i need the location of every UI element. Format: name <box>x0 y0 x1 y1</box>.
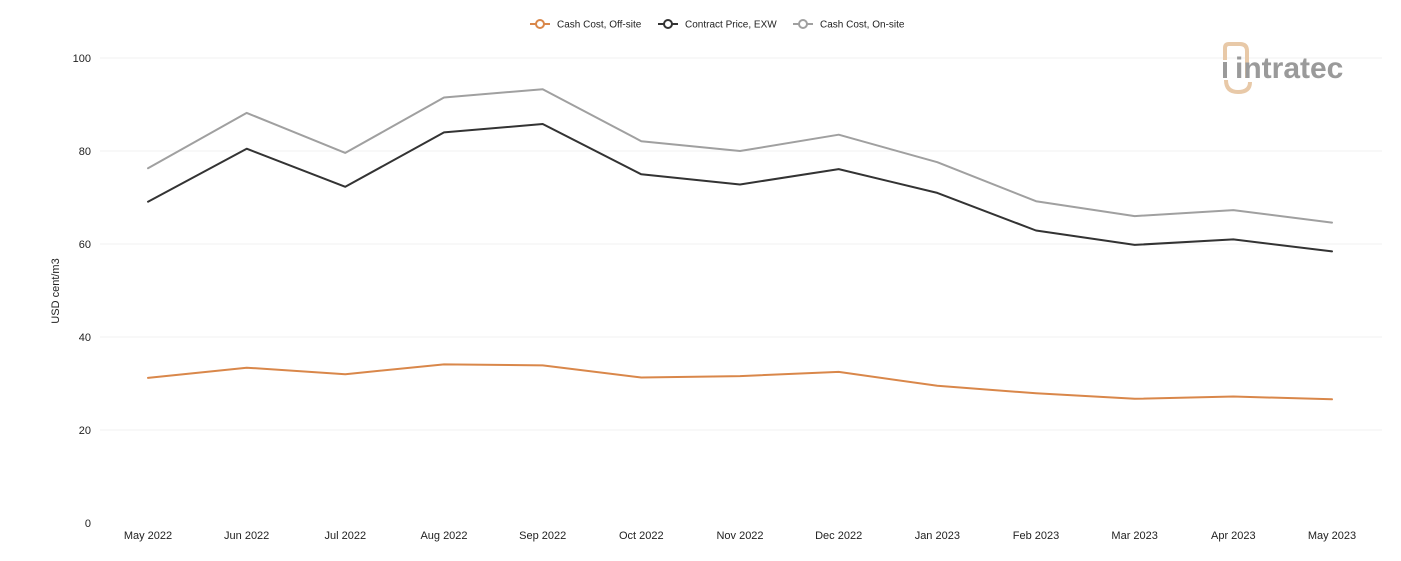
legend-marker-icon <box>535 19 545 29</box>
y-tick-label: 100 <box>73 53 91 65</box>
x-tick-label: Feb 2023 <box>1013 530 1059 542</box>
logo-mark-icon <box>1223 42 1249 78</box>
x-tick-label: Dec 2022 <box>815 530 862 542</box>
logo-arc-icon <box>1224 79 1252 95</box>
series-line <box>147 123 1333 253</box>
x-axis-ticks: May 2022 Jun 2022 Jul 2022 Aug 2022 Sep 2022… <box>124 530 1356 542</box>
series-line <box>147 88 1333 224</box>
legend-item[interactable]: Cash Cost, Off-site <box>530 19 642 31</box>
y-tick-label: 60 <box>79 239 91 251</box>
x-tick-label: Mar 2023 <box>1111 530 1157 542</box>
intratec-logo: intratec <box>1223 42 1343 95</box>
y-axis-ticks: 0 20 40 60 80 100 <box>73 53 91 530</box>
x-tick-label: May 2022 <box>124 530 172 542</box>
logo-text: intratec <box>1235 52 1343 85</box>
x-tick-label: Jan 2023 <box>915 530 960 542</box>
y-axis-title: USD cent/m3 <box>50 258 62 323</box>
legend-label: Cash Cost, On-site <box>820 20 905 31</box>
legend: Cash Cost, Off-site Contract Price, EXW Ca… <box>530 19 905 31</box>
series-lines <box>147 88 1333 401</box>
x-tick-label: Nov 2022 <box>716 530 763 542</box>
x-tick-label: Aug 2022 <box>420 530 467 542</box>
legend-label: Cash Cost, Off-site <box>557 20 642 31</box>
legend-marker-icon <box>663 19 673 29</box>
y-tick-label: 0 <box>85 518 91 530</box>
legend-item[interactable]: Contract Price, EXW <box>658 19 777 31</box>
x-tick-label: Apr 2023 <box>1211 530 1256 542</box>
y-tick-label: 80 <box>79 146 91 158</box>
legend-label: Contract Price, EXW <box>685 20 777 31</box>
legend-item[interactable]: Cash Cost, On-site <box>793 19 905 31</box>
grid-lines <box>100 57 1382 431</box>
x-tick-label: Oct 2022 <box>619 530 664 542</box>
legend-marker-icon <box>798 19 808 29</box>
x-tick-label: Jul 2022 <box>325 530 367 542</box>
logo-i-stem-icon <box>1223 62 1227 78</box>
y-tick-label: 40 <box>79 332 91 344</box>
x-tick-label: Jun 2022 <box>224 530 269 542</box>
x-tick-label: Sep 2022 <box>519 530 566 542</box>
y-tick-label: 20 <box>79 425 91 437</box>
x-tick-label: May 2023 <box>1308 530 1356 542</box>
series-line <box>147 363 1333 401</box>
